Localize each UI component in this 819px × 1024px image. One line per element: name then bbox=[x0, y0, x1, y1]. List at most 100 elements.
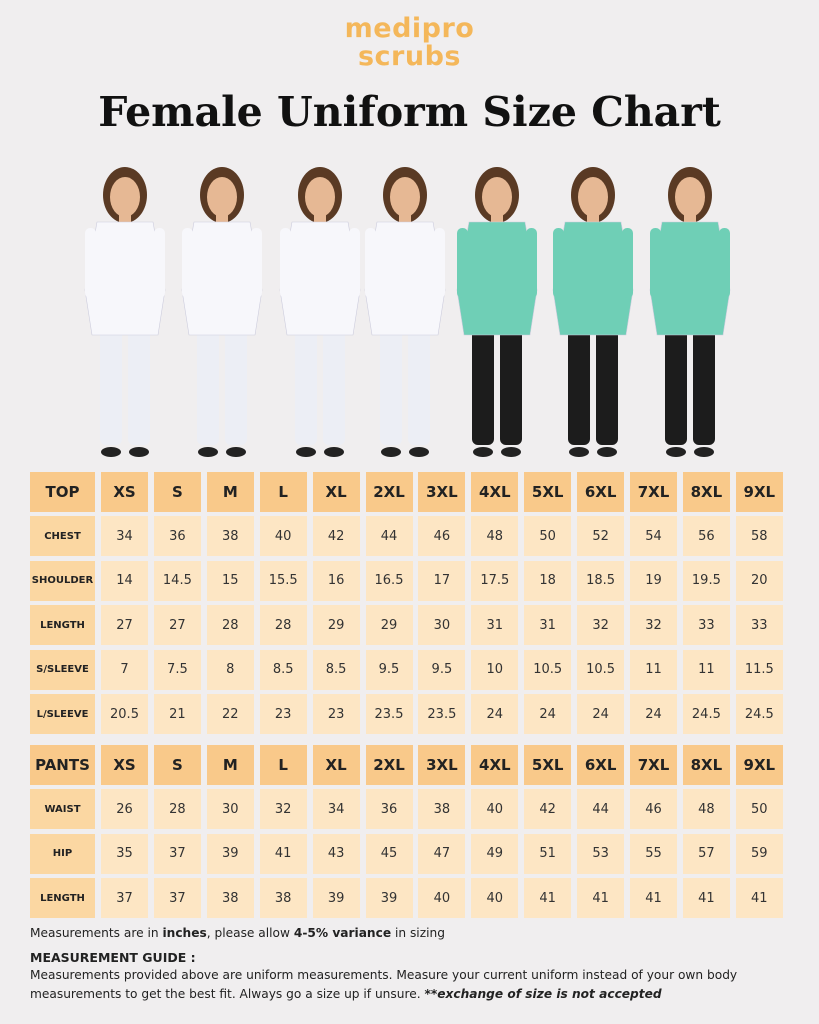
table-cell: XL bbox=[312, 472, 360, 512]
table-cell: 38 bbox=[206, 878, 254, 919]
table-cell: 14.5 bbox=[153, 560, 201, 601]
table-cell: 11 bbox=[682, 649, 730, 690]
figure-part bbox=[694, 447, 714, 457]
figure-part bbox=[552, 221, 634, 336]
table-cell: L bbox=[259, 745, 307, 785]
table-cell: 35 bbox=[101, 833, 148, 874]
figure-part bbox=[456, 221, 538, 336]
note-bold: 4-5% variance bbox=[293, 926, 392, 940]
table-cell: 8 bbox=[206, 649, 254, 690]
figure-part bbox=[296, 447, 316, 457]
table-cell: 28 bbox=[206, 605, 254, 646]
table-cell: WAIST bbox=[30, 789, 95, 829]
table-cell: 7XL bbox=[630, 745, 677, 785]
table-cell: 54 bbox=[630, 516, 677, 556]
figure-part bbox=[665, 320, 687, 445]
figure-part bbox=[365, 228, 376, 298]
table-cell: 8.5 bbox=[312, 649, 360, 690]
table-cell: S bbox=[153, 745, 201, 785]
table-cell: 8XL bbox=[682, 745, 730, 785]
table-cell: 23 bbox=[312, 694, 360, 735]
figure-part bbox=[216, 214, 228, 224]
figure-part bbox=[279, 221, 361, 336]
figure-part bbox=[473, 447, 493, 457]
table-cell: 40 bbox=[259, 516, 307, 556]
note: Measurements are in inches, please allow… bbox=[30, 924, 800, 943]
figure-part bbox=[251, 228, 262, 298]
figure-part bbox=[85, 228, 96, 298]
table-cell: S bbox=[153, 472, 201, 512]
table-cell: 33 bbox=[735, 605, 783, 646]
table-cell: L bbox=[259, 472, 307, 512]
table-cell: 7 bbox=[101, 649, 148, 690]
table-cell: 39 bbox=[365, 878, 413, 919]
table-cell: 39 bbox=[206, 833, 254, 874]
model-photos bbox=[84, 167, 731, 457]
table-cell: 19.5 bbox=[682, 560, 730, 601]
figure-part bbox=[501, 447, 521, 457]
table-cell: 8.5 bbox=[259, 649, 307, 690]
table-cell: 22 bbox=[206, 694, 254, 735]
figure-part bbox=[314, 214, 326, 224]
table-cell: 17.5 bbox=[471, 560, 519, 601]
table-cell: 32 bbox=[259, 789, 307, 829]
table-cell: 3XL bbox=[418, 472, 466, 512]
table-cell: 57 bbox=[682, 833, 730, 874]
note-text: , please allow bbox=[206, 926, 294, 940]
table-cell: 23.5 bbox=[365, 694, 413, 735]
table-cell: 11 bbox=[630, 649, 677, 690]
table-cell: 10 bbox=[471, 649, 519, 690]
table-cell: 24 bbox=[471, 694, 519, 735]
figure-part bbox=[622, 228, 633, 298]
figure-part bbox=[719, 228, 730, 298]
figure-part bbox=[491, 214, 503, 224]
table-cell: 7XL bbox=[630, 472, 677, 512]
table-cell: 40 bbox=[471, 789, 519, 829]
table-cell: 39 bbox=[312, 878, 360, 919]
table-cell: 8XL bbox=[682, 472, 730, 512]
table-cell: 36 bbox=[153, 516, 201, 556]
table-cell: 40 bbox=[418, 878, 466, 919]
table-cell: PANTS bbox=[30, 745, 95, 785]
figure-part bbox=[500, 320, 522, 445]
table-cell: 55 bbox=[630, 833, 677, 874]
table-cell: 7.5 bbox=[153, 649, 201, 690]
table-cell: XL bbox=[312, 745, 360, 785]
table-cell: 31 bbox=[524, 605, 572, 646]
table-cell: XS bbox=[101, 745, 148, 785]
table-cell: 29 bbox=[365, 605, 413, 646]
table-cell: 42 bbox=[312, 516, 360, 556]
table-cell: 4XL bbox=[471, 745, 519, 785]
table-cell: 32 bbox=[577, 605, 625, 646]
table-cell: 23.5 bbox=[418, 694, 466, 735]
table-cell: 2XL bbox=[365, 472, 413, 512]
models bbox=[84, 167, 731, 457]
table-cell: 24 bbox=[630, 694, 677, 735]
table-cell: 42 bbox=[524, 789, 572, 829]
table-cell: 38 bbox=[206, 516, 254, 556]
table-cell: 6XL bbox=[577, 472, 625, 512]
table-cell: 10.5 bbox=[577, 649, 625, 690]
figure-part bbox=[323, 320, 345, 445]
table-cell: 37 bbox=[153, 878, 201, 919]
figure-part bbox=[693, 320, 715, 445]
table-cell: 16.5 bbox=[365, 560, 413, 601]
figure-part bbox=[684, 214, 696, 224]
table-cell: 21 bbox=[153, 694, 201, 735]
table-cell: 20 bbox=[735, 560, 783, 601]
table-cell: 24.5 bbox=[682, 694, 730, 735]
table-cell: 18.5 bbox=[577, 560, 625, 601]
table-cell: 23 bbox=[259, 694, 307, 735]
figure-part bbox=[207, 177, 237, 217]
table-cell: 40 bbox=[471, 878, 519, 919]
table-cell: 24 bbox=[577, 694, 625, 735]
table-cell: 28 bbox=[153, 789, 201, 829]
figure-part bbox=[280, 228, 291, 298]
guide: Measurements provided above are uniform … bbox=[30, 966, 800, 1004]
table-cell: 24 bbox=[524, 694, 572, 735]
figure-part bbox=[650, 228, 661, 298]
table-cell: 27 bbox=[153, 605, 201, 646]
table-cell: 56 bbox=[682, 516, 730, 556]
figure-part bbox=[587, 214, 599, 224]
